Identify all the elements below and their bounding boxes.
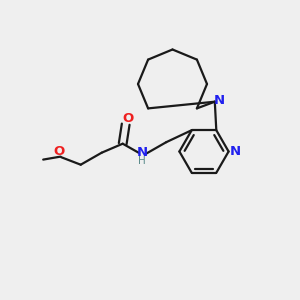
Text: N: N bbox=[214, 94, 225, 107]
Text: H: H bbox=[138, 156, 146, 166]
Text: N: N bbox=[136, 146, 148, 159]
Text: O: O bbox=[53, 145, 64, 158]
Text: O: O bbox=[122, 112, 134, 125]
Text: N: N bbox=[230, 145, 241, 158]
